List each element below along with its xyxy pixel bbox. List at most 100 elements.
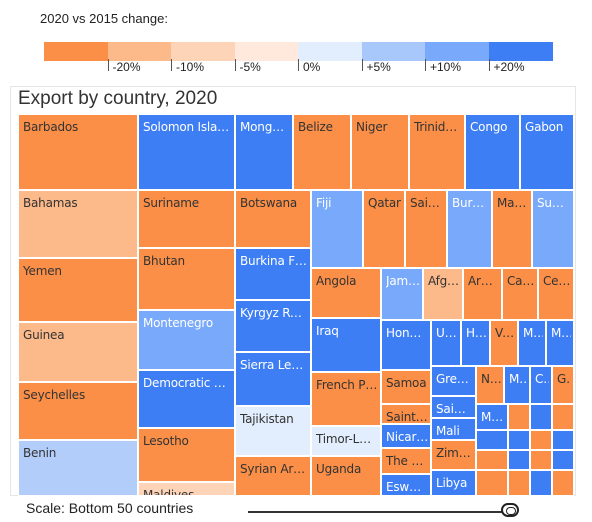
treemap-tile[interactable]: Ur… bbox=[431, 320, 461, 366]
treemap-tile[interactable]: Barbados bbox=[18, 114, 138, 190]
treemap-tile[interactable]: Yemen bbox=[18, 258, 138, 322]
treemap-tile[interactable] bbox=[508, 470, 530, 496]
treemap-tile-label: Timor-L… bbox=[316, 432, 371, 446]
legend-tick bbox=[298, 59, 299, 71]
treemap-tile[interactable]: Montenegro bbox=[138, 310, 235, 370]
treemap-tile[interactable]: Kyrgyz Re… bbox=[235, 300, 311, 352]
treemap-tile[interactable]: H… bbox=[461, 320, 490, 366]
treemap-tile-label: Mali bbox=[436, 424, 460, 438]
treemap-tile-label: Angola bbox=[316, 274, 357, 288]
treemap-tile[interactable]: M… bbox=[518, 320, 546, 366]
treemap-tile[interactable]: Gree… bbox=[431, 366, 476, 396]
legend-tick-label: +10% bbox=[430, 60, 462, 74]
treemap-tile[interactable]: Trinida… bbox=[409, 114, 465, 190]
scale-slider-thumb[interactable] bbox=[501, 503, 519, 517]
treemap-tile[interactable]: Jam… bbox=[381, 268, 423, 320]
treemap-tile[interactable]: Mongol… bbox=[235, 114, 293, 190]
legend-tick-label: -10% bbox=[176, 60, 205, 74]
treemap-tile[interactable]: Maldives bbox=[138, 482, 235, 496]
treemap-tile[interactable]: Democratic R… bbox=[138, 370, 235, 428]
treemap-tile-label: Gabon bbox=[525, 120, 564, 134]
treemap-tile[interactable]: Lesotho bbox=[138, 428, 235, 482]
treemap-tile-label: Gree… bbox=[436, 372, 473, 386]
treemap-tile[interactable]: Bahamas bbox=[18, 190, 138, 258]
treemap-tile[interactable]: Congo bbox=[465, 114, 520, 190]
treemap-tile[interactable] bbox=[552, 404, 574, 430]
treemap-tile[interactable]: N… bbox=[476, 366, 504, 404]
treemap-tile-label: H… bbox=[466, 326, 487, 340]
treemap-tile-label: Yemen bbox=[23, 264, 62, 278]
treemap-tile[interactable]: Seychelles bbox=[18, 382, 138, 440]
legend-swatch bbox=[425, 42, 489, 61]
treemap-tile[interactable]: Burkina F… bbox=[235, 248, 311, 300]
treemap-tile[interactable]: Mala… bbox=[492, 190, 532, 268]
slider-grip-icon bbox=[506, 507, 516, 515]
treemap-tile[interactable]: Gabon bbox=[520, 114, 574, 190]
treemap-tile[interactable]: Ma… bbox=[476, 404, 508, 430]
treemap-tile[interactable]: Saint… bbox=[431, 396, 476, 418]
treemap-tile-label: G… bbox=[557, 372, 571, 386]
treemap-tile[interactable]: Samoa bbox=[381, 370, 431, 404]
treemap-tile[interactable]: Benin bbox=[18, 440, 138, 496]
treemap-tile[interactable]: Ce… bbox=[538, 268, 574, 320]
treemap-tile[interactable] bbox=[530, 450, 552, 470]
treemap-tile[interactable]: Zimb… bbox=[431, 440, 476, 470]
treemap-tile[interactable]: Angola bbox=[311, 268, 381, 318]
legend-swatch bbox=[234, 42, 299, 61]
treemap-tile[interactable]: Cab… bbox=[502, 268, 538, 320]
legend-tick-label: +20% bbox=[493, 60, 525, 74]
treemap-tile[interactable]: Bhutan bbox=[138, 248, 235, 310]
treemap-tile[interactable]: Suriname bbox=[138, 190, 235, 248]
scale-slider-track[interactable] bbox=[248, 511, 510, 513]
treemap-tile[interactable]: Saint… bbox=[381, 404, 431, 424]
treemap-tile[interactable]: M… bbox=[504, 366, 530, 404]
treemap-tile[interactable]: Syrian Ara… bbox=[235, 456, 311, 496]
treemap-tile[interactable] bbox=[476, 470, 508, 496]
treemap-tile[interactable]: French P… bbox=[311, 372, 381, 426]
treemap-tile-label: M… bbox=[509, 372, 527, 386]
treemap-tile[interactable]: Solomon Isla… bbox=[138, 114, 235, 190]
treemap-tile-label: Saint… bbox=[386, 410, 428, 424]
treemap-tile[interactable]: Fiji bbox=[311, 190, 363, 268]
treemap-tile[interactable] bbox=[530, 470, 552, 496]
treemap-tile[interactable]: Afgh… bbox=[423, 268, 463, 320]
treemap-tile[interactable] bbox=[552, 450, 574, 470]
treemap-tile[interactable] bbox=[508, 430, 530, 450]
treemap-tile[interactable] bbox=[530, 404, 552, 430]
treemap-tile[interactable]: The G… bbox=[381, 448, 431, 474]
treemap-tile-label: Belize bbox=[298, 120, 333, 134]
treemap-tile[interactable]: Niger bbox=[351, 114, 409, 190]
treemap-tile[interactable]: Qatar bbox=[363, 190, 405, 268]
treemap-tile[interactable]: C… bbox=[530, 366, 552, 404]
treemap-tile[interactable] bbox=[530, 430, 552, 450]
treemap-tile[interactable]: Belize bbox=[293, 114, 351, 190]
legend-tick-label: 0% bbox=[303, 60, 321, 74]
treemap-tile[interactable]: Mali bbox=[431, 418, 476, 440]
treemap-tile[interactable] bbox=[552, 430, 574, 450]
treemap-tile[interactable] bbox=[552, 470, 574, 496]
treemap-tile[interactable]: Buru… bbox=[447, 190, 492, 268]
treemap-tile[interactable]: Libya bbox=[431, 470, 476, 496]
treemap-tile[interactable]: Botswana bbox=[235, 190, 311, 248]
treemap-tile[interactable] bbox=[508, 450, 530, 470]
treemap-tile[interactable]: G… bbox=[552, 366, 574, 404]
treemap-tile[interactable]: Hond… bbox=[381, 320, 431, 370]
legend-swatch bbox=[298, 42, 362, 61]
treemap-tile[interactable]: Tajikistan bbox=[235, 406, 311, 456]
treemap-tile[interactable]: Saint… bbox=[405, 190, 447, 268]
treemap-tile[interactable]: Nicar… bbox=[381, 424, 431, 448]
treemap-tile[interactable]: Ve… bbox=[490, 320, 518, 366]
treemap-tile[interactable]: Eswati… bbox=[381, 474, 431, 496]
treemap-tile[interactable]: Iraq bbox=[311, 318, 381, 372]
treemap-tile[interactable] bbox=[508, 404, 530, 430]
treemap-tile[interactable]: Uganda bbox=[311, 456, 381, 496]
treemap-tile-label: Libya bbox=[436, 476, 468, 490]
treemap-tile[interactable]: Aru… bbox=[463, 268, 502, 320]
treemap-tile[interactable]: Timor-L… bbox=[311, 426, 381, 456]
treemap-tile[interactable]: M… bbox=[546, 320, 574, 366]
treemap-tile[interactable]: Sud… bbox=[532, 190, 574, 268]
treemap-tile[interactable]: Guinea bbox=[18, 322, 138, 382]
treemap-tile[interactable]: Sierra Leo… bbox=[235, 352, 311, 406]
treemap-tile[interactable] bbox=[476, 450, 508, 470]
treemap-tile[interactable] bbox=[476, 430, 508, 450]
